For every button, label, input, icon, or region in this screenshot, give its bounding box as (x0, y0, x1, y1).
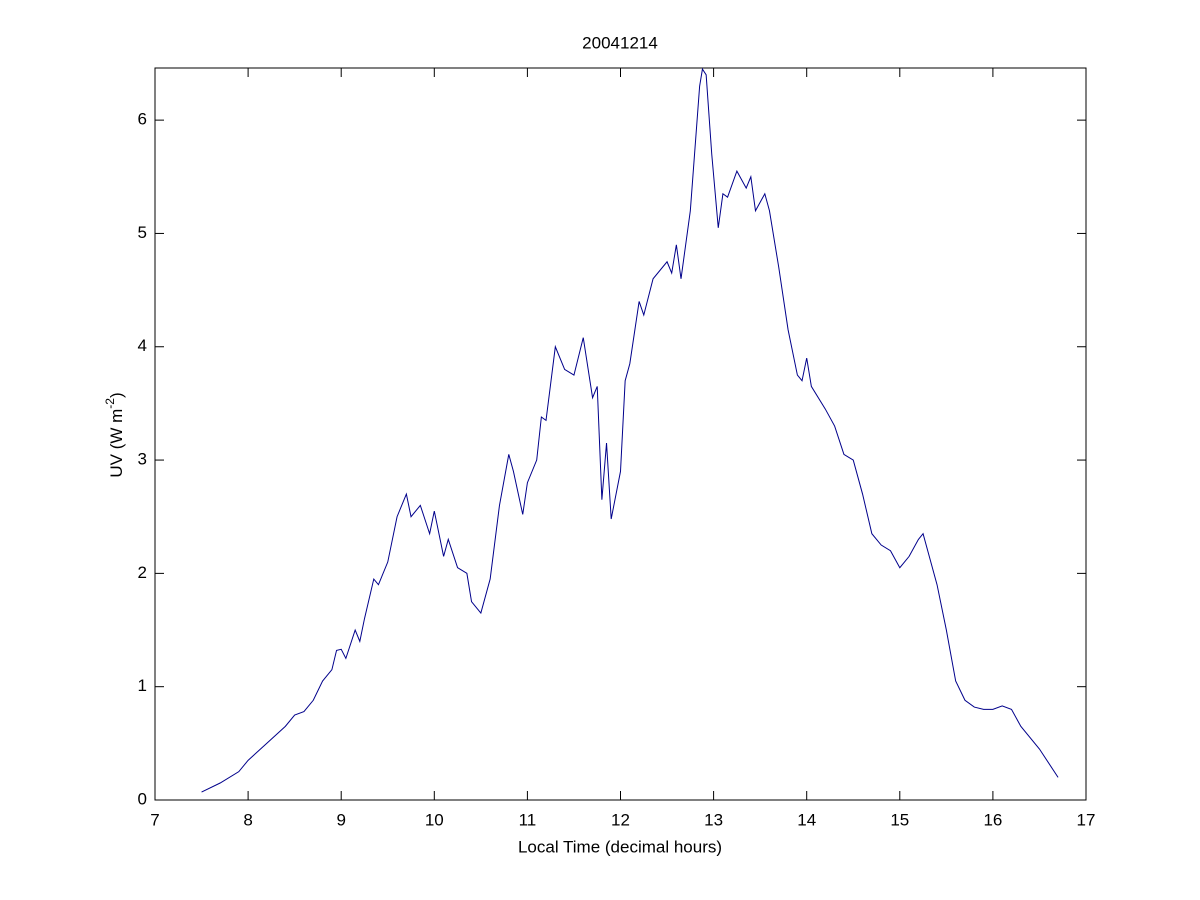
y-label-text: UV (W m (107, 409, 126, 478)
x-tick-label: 11 (519, 810, 537, 829)
y-label-sup: -2 (103, 398, 117, 409)
y-tick-label: 5 (138, 223, 147, 242)
x-tick-label: 10 (425, 810, 444, 829)
data-line (201, 67, 1059, 793)
y-tick-label: 3 (138, 450, 147, 469)
y-tick-label: 2 (138, 563, 147, 582)
x-tick-label: 14 (797, 810, 816, 829)
y-tick-label: 4 (138, 336, 147, 355)
y-tick-label: 1 (138, 676, 147, 695)
y-axis-label: UV (W m-2) (103, 392, 126, 477)
x-axis-label: Local Time (decimal hours) (518, 837, 722, 856)
chart-title: 20041214 (582, 33, 658, 52)
x-tick-label: 12 (611, 810, 630, 829)
x-tick-label: 17 (1077, 810, 1096, 829)
y-tick-label: 6 (138, 110, 147, 129)
x-tick-label: 16 (983, 810, 1002, 829)
x-tick-label: 13 (704, 810, 723, 829)
x-tick-label: 9 (336, 810, 345, 829)
y-label-end: ) (107, 392, 126, 398)
x-tick-label: 8 (243, 810, 252, 829)
y-tick-label: 0 (138, 789, 147, 808)
x-tick-label: 7 (150, 810, 159, 829)
x-tick-label: 15 (890, 810, 909, 829)
